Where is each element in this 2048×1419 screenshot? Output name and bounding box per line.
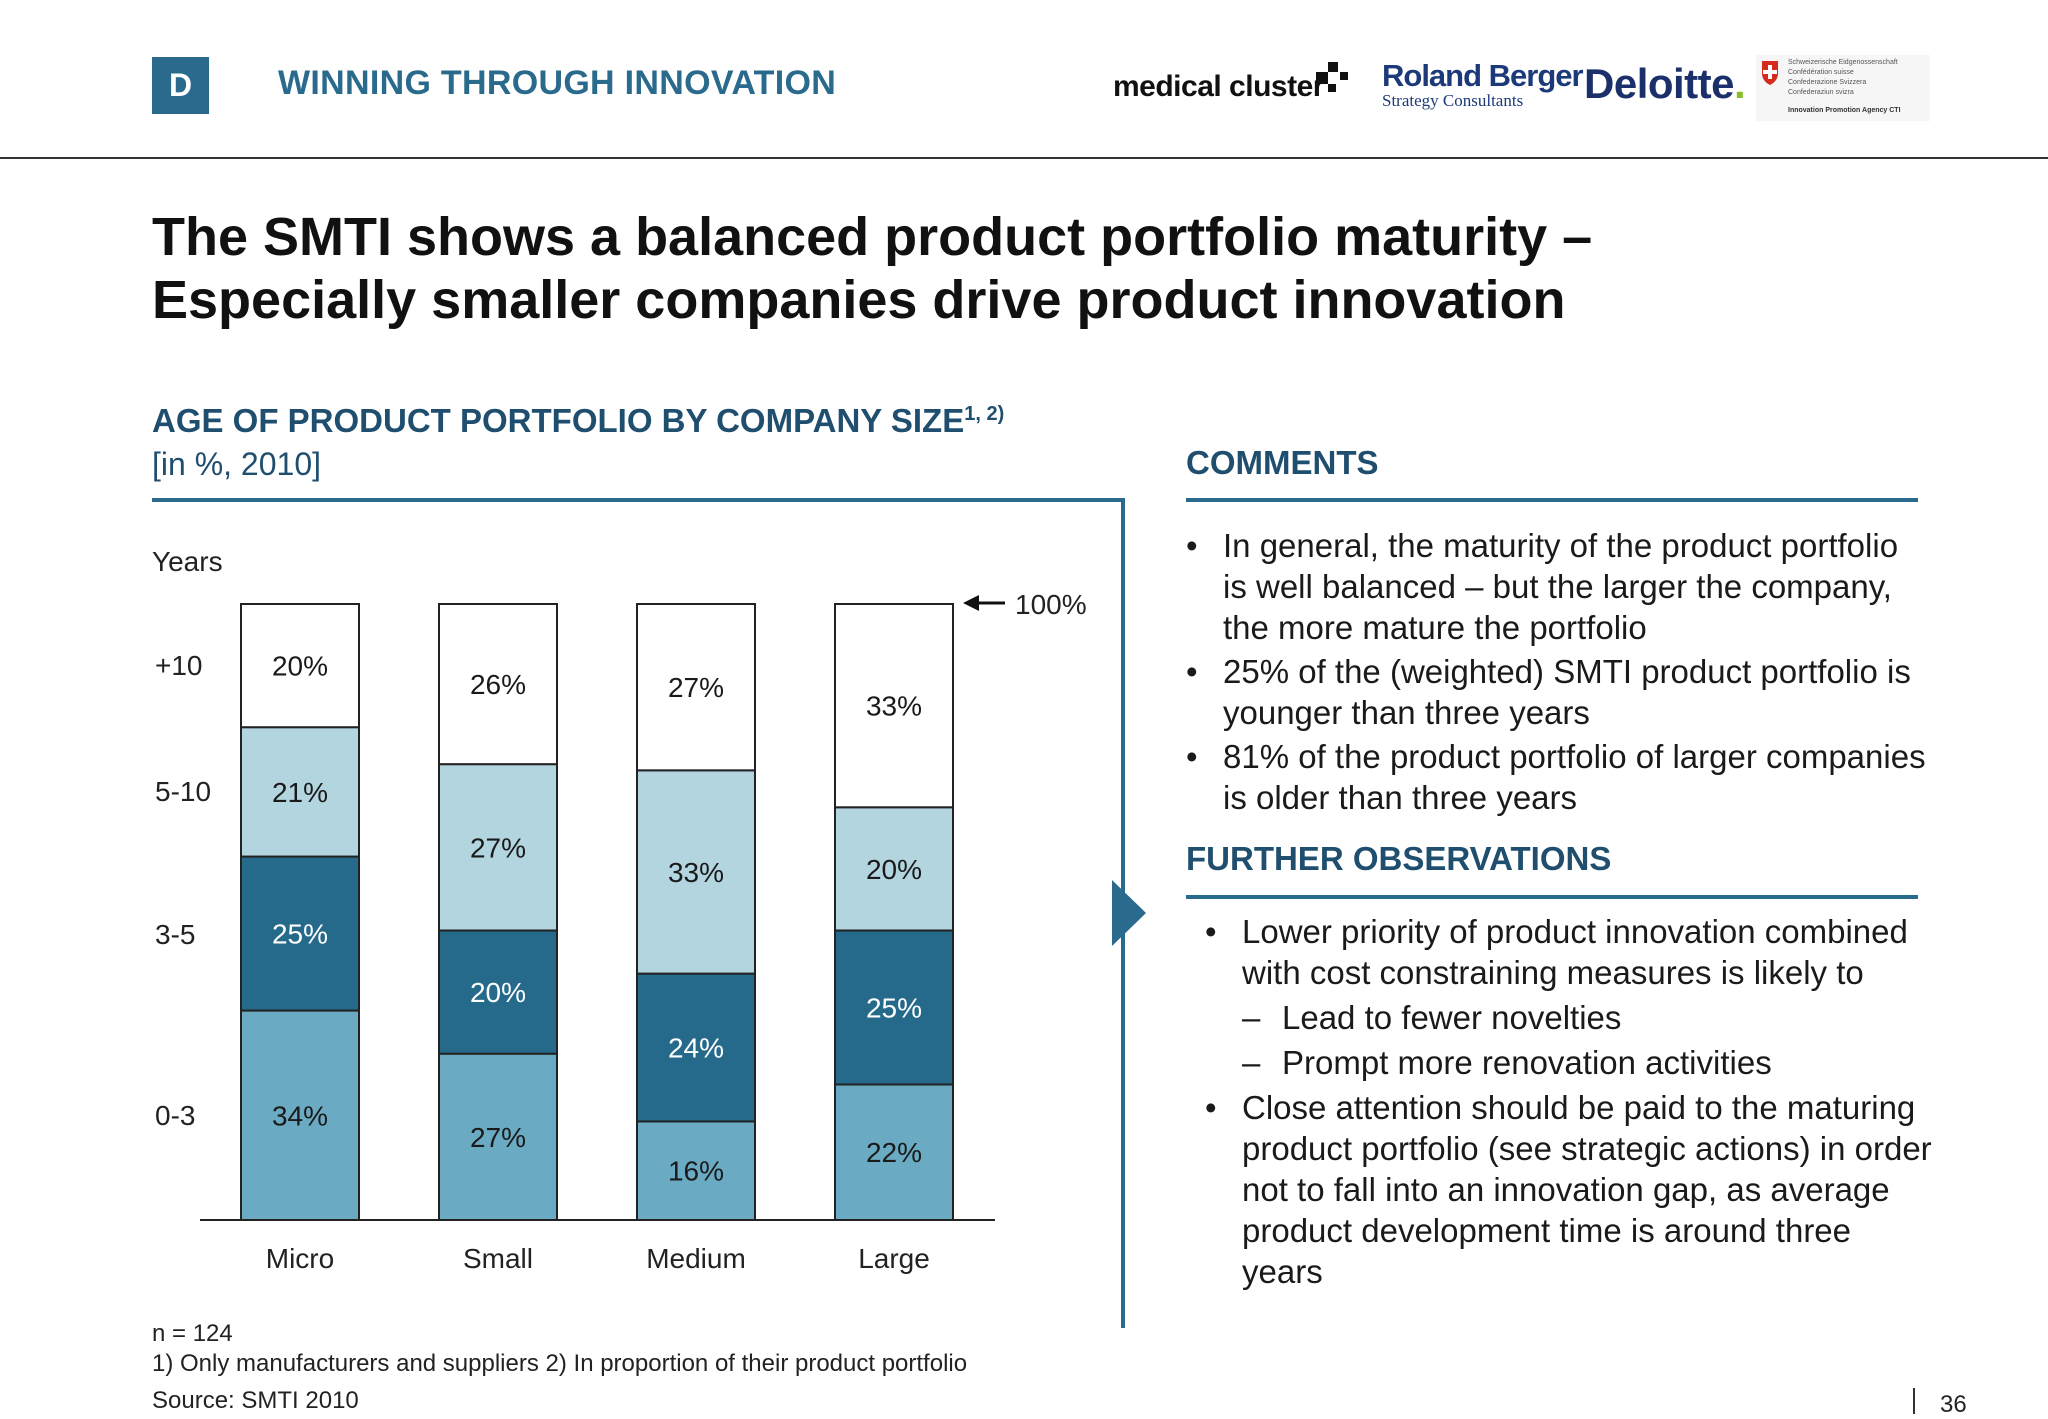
sub-list-item: – Prompt more renovation activities	[1242, 1044, 1772, 1081]
data-label: 33%	[668, 857, 724, 888]
data-label: 25%	[272, 919, 328, 950]
y-axis-title: Years	[152, 546, 223, 577]
dash-mark: –	[1242, 1044, 1261, 1081]
further-observations-rule	[1186, 895, 1918, 899]
bar-segment	[636, 603, 756, 772]
bar-segment	[438, 603, 558, 766]
deloitte-logo: Deloitte.	[1584, 60, 1746, 107]
bar-segment	[438, 1052, 558, 1222]
medical-cluster-logo: medical cluster	[1113, 70, 1324, 103]
x-tick-label: Micro	[266, 1243, 334, 1274]
x-tick-label: Small	[463, 1243, 533, 1274]
sub-list-item: – Lead to fewer novelties	[1242, 999, 1622, 1036]
bar-segment	[240, 855, 360, 1012]
roland-berger-subtitle: Strategy Consultants	[1382, 91, 1524, 110]
cti-text: Schweizerische Eidgenossenschaft Confédé…	[1788, 59, 1898, 96]
chart-subtitle: [in %, 2010]	[152, 446, 321, 482]
list-item: • Close attention should be paid to the m…	[1205, 1089, 1932, 1290]
data-label: 27%	[668, 672, 724, 703]
arrow-left-icon	[963, 595, 979, 611]
chevron-right-icon	[1112, 880, 1146, 946]
data-label: 25%	[866, 992, 922, 1023]
data-label: 24%	[668, 1033, 724, 1064]
footnotes: 1) Only manufacturers and suppliers 2) I…	[152, 1350, 968, 1377]
bar-segment	[834, 806, 954, 932]
data-label: 34%	[272, 1100, 328, 1131]
bar-segment	[636, 1120, 756, 1221]
list-item: • Lower priority of product innovation co…	[1205, 911, 1935, 1083]
chart-title-footnote-ref: 1, 2)	[964, 403, 1005, 425]
bar-segment	[636, 769, 756, 975]
medical-cluster-mark-icon	[1316, 62, 1348, 92]
bullet-mark: •	[1205, 1089, 1217, 1126]
total-annotation: 100%	[1015, 589, 1087, 620]
bullet-mark: •	[1186, 527, 1198, 564]
series-label-0-3: 0-3	[155, 1100, 196, 1131]
page-number-divider	[1913, 1388, 1915, 1414]
data-label: 27%	[470, 1122, 526, 1153]
page-title: The SMTI shows a balanced product portfo…	[152, 206, 1852, 332]
bar-segment	[240, 726, 360, 858]
header-divider	[0, 157, 2048, 159]
series-label-3-5: 3-5	[155, 919, 196, 950]
bar-segment	[438, 929, 558, 1055]
page-title-line-2: Especially smaller companies drive produ…	[152, 270, 1566, 330]
bar-segment	[240, 1009, 360, 1221]
source-note: Source: SMTI 2010	[152, 1387, 359, 1414]
list-item: • 25% of the (weighted) SMTI product port…	[1186, 653, 1911, 731]
data-label: 20%	[866, 854, 922, 885]
list-item: • 81% of the product portfolio of larger …	[1186, 738, 1926, 816]
series-label-10plus: +10	[155, 650, 203, 681]
chart-header-rule	[152, 498, 1124, 502]
bar-segment	[438, 763, 558, 932]
data-label: 22%	[866, 1137, 922, 1168]
bullet-mark: •	[1205, 913, 1217, 950]
x-tick-label: Medium	[646, 1243, 746, 1274]
data-label: 26%	[470, 669, 526, 700]
comments-rule	[1186, 498, 1918, 502]
data-label: 20%	[272, 651, 328, 682]
bullet-mark: •	[1186, 653, 1198, 690]
comments-heading: COMMENTS	[1186, 444, 1379, 481]
roland-berger-logo: Roland Berger	[1382, 58, 1584, 93]
bar-segment	[240, 603, 360, 729]
cti-agency-label: Innovation Promotion Agency CTI	[1788, 107, 1901, 114]
data-label: 20%	[470, 977, 526, 1008]
further-observations-heading: FURTHER OBSERVATIONS	[1186, 840, 1612, 877]
series-label-5-10: 5-10	[155, 776, 212, 807]
x-tick-label: Large	[858, 1243, 930, 1274]
bar-segment	[636, 972, 756, 1123]
data-label: 21%	[272, 777, 328, 808]
data-label: 33%	[866, 691, 922, 722]
data-label: 27%	[470, 832, 526, 863]
section-badge: D	[152, 57, 209, 114]
page-title-line-1: The SMTI shows a balanced product portfo…	[152, 207, 1593, 267]
chart-title: AGE OF PRODUCT PORTFOLIO BY COMPANY SIZE…	[152, 402, 1005, 439]
list-item: • In general, the maturity of the product…	[1186, 527, 1899, 646]
page-number: 36	[1940, 1391, 1967, 1418]
bullet-mark: •	[1186, 738, 1198, 775]
dash-mark: –	[1242, 999, 1261, 1036]
data-label: 16%	[668, 1156, 724, 1187]
comments-list: • In general, the maturity of the product…	[1186, 525, 1926, 821]
further-observations-list: • Lower priority of product innovation co…	[1205, 911, 1935, 1295]
sub-list: – Lead to fewer novelties – Prompt more re…	[1242, 997, 1935, 1083]
bar-segment	[834, 1083, 954, 1221]
section-title: WINNING THROUGH INNOVATION	[278, 64, 837, 102]
sample-size-note: n = 124	[152, 1320, 233, 1347]
swiss-cross-icon	[1756, 55, 1930, 121]
bar-segment	[834, 603, 954, 809]
bar-segment	[834, 929, 954, 1086]
